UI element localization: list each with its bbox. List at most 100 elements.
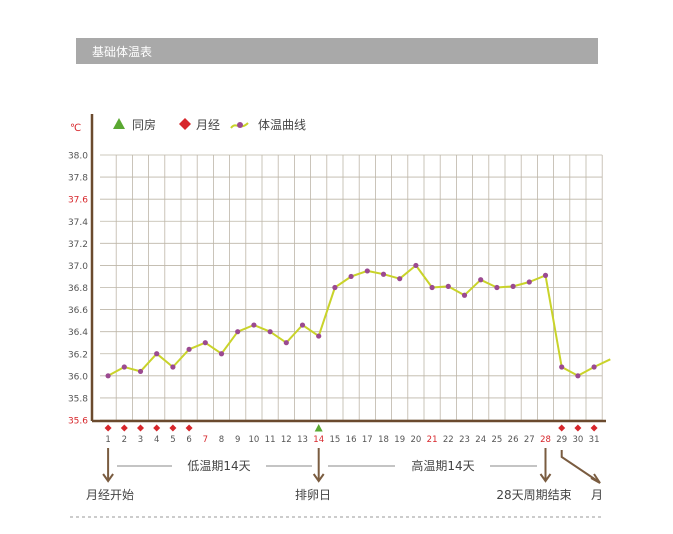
temperature-point — [235, 329, 241, 335]
x-tick-labels: 1 2 3 4 5 6 7 8 9 10 11 12 13 14 15 16 17 18 19 20 21 22 23 24 2… — [105, 435, 599, 445]
y-tick-label: 36.6 — [68, 306, 88, 316]
legend-label: 月经 — [196, 118, 220, 132]
menstruation-marker — [104, 424, 112, 432]
temperature-point — [380, 271, 387, 277]
temperature-point — [413, 262, 419, 269]
x-tick-label: 14 — [313, 435, 324, 445]
x-tick-label: 27 — [524, 435, 535, 445]
temperature-point — [575, 373, 581, 379]
x-tick-label: 1 — [105, 435, 110, 445]
start-label: 月经开始 — [86, 488, 134, 502]
menstruation-marker — [153, 424, 161, 432]
temperature-point — [299, 322, 306, 328]
x-tick-label: 6 — [186, 435, 191, 445]
y-tick-label: 37.2 — [68, 240, 88, 250]
ovulation-arrow-head — [312, 473, 325, 483]
next-month-arrow-head — [590, 473, 601, 484]
start-arrow-head — [102, 473, 114, 483]
temperature-point — [202, 340, 208, 346]
day-markers — [104, 424, 598, 432]
temperature-point — [461, 292, 468, 298]
temperature-point — [348, 273, 354, 280]
temperature-point — [154, 351, 160, 357]
y-tick-label: 36.8 — [68, 284, 88, 294]
x-tick-label: 24 — [475, 435, 486, 445]
ovulation-label: 排卵日 — [295, 488, 331, 502]
y-tick-label: 38.0 — [68, 152, 88, 162]
y-tick-label: 37.8 — [68, 174, 88, 184]
temperature-series — [105, 262, 611, 379]
x-tick-label: 19 — [394, 435, 405, 445]
x-tick-label: 31 — [589, 435, 600, 445]
legend-label: 体温曲线 — [258, 118, 306, 132]
temperature-point — [494, 284, 500, 291]
temperature-point — [397, 276, 403, 282]
y-tick-label: 35.8 — [68, 394, 88, 404]
legend: 同房 月经 体温曲线 — [113, 117, 306, 132]
cycle-end-arrow-head — [539, 473, 552, 483]
next-month-arrow — [560, 450, 600, 483]
temperature-point — [429, 284, 435, 291]
x-tick-label: 26 — [508, 435, 519, 445]
temperature-point — [591, 364, 597, 370]
x-tick-label: 5 — [170, 435, 175, 445]
x-tick-label: 30 — [572, 435, 583, 445]
temperature-point — [186, 346, 192, 352]
unit-label: ℃ — [70, 123, 81, 134]
legend-diamond-icon — [179, 118, 191, 130]
x-tick-label: 7 — [203, 435, 208, 445]
x-tick-label: 4 — [154, 435, 159, 445]
y-tick-label: 36.4 — [68, 328, 88, 338]
x-tick-label: 29 — [556, 435, 567, 445]
temperature-point — [510, 283, 516, 289]
y-tick-label: 37.4 — [68, 218, 88, 228]
low-phase-label: 低温期14天 — [187, 459, 250, 473]
temperature-point — [121, 364, 127, 370]
temperature-point — [316, 333, 322, 339]
temperature-point — [218, 351, 225, 357]
legend-dot-icon — [237, 122, 243, 128]
temperature-point — [542, 272, 549, 278]
temperature-point — [170, 364, 176, 370]
x-tick-label: 11 — [265, 435, 276, 445]
next-month-label: 月 — [591, 488, 603, 502]
axes — [90, 114, 606, 423]
menstruation-marker — [137, 424, 144, 432]
x-tick-label: 12 — [281, 435, 292, 445]
x-tick-label: 22 — [443, 435, 454, 445]
intercourse-marker — [314, 424, 323, 432]
y-tick-label: 36.2 — [68, 350, 88, 360]
menstruation-marker — [120, 424, 128, 432]
x-tick-label: 8 — [219, 435, 224, 445]
chart-title: 基础体温表 — [92, 45, 153, 59]
x-tick-label: 16 — [346, 435, 357, 445]
temperature-point — [364, 268, 370, 274]
temperature-point — [445, 283, 451, 289]
legend-triangle-icon — [113, 118, 125, 129]
temperature-line — [107, 264, 611, 377]
temperature-point — [137, 368, 144, 375]
high-phase-label: 高温期14天 — [411, 458, 474, 473]
menstruation-marker — [590, 424, 598, 432]
y-tick-labels: ℃ 38.0 37.8 37.6 37.4 37.2 37.0 36.8 36.6 36.4 36.… — [68, 123, 88, 427]
temperature-point — [105, 373, 111, 379]
grid — [100, 154, 603, 421]
x-tick-label: 25 — [491, 435, 502, 445]
temperature-point — [478, 277, 484, 283]
x-tick-label: 23 — [459, 435, 470, 445]
menstruation-marker — [169, 424, 177, 432]
y-tick-label: 35.6 — [68, 417, 88, 427]
x-tick-label: 28 — [540, 435, 551, 445]
x-tick-label: 13 — [297, 435, 308, 445]
x-tick-label: 17 — [362, 435, 373, 445]
menstruation-marker — [574, 424, 582, 432]
cycle-end-label: 28天周期结束 — [496, 488, 571, 502]
x-tick-label: 2 — [122, 435, 127, 445]
y-tick-label: 36.0 — [68, 372, 88, 382]
legend-label: 同房 — [132, 117, 156, 132]
temperature-point — [526, 279, 532, 285]
x-tick-label: 18 — [378, 435, 389, 445]
x-tick-label: 9 — [235, 435, 240, 445]
